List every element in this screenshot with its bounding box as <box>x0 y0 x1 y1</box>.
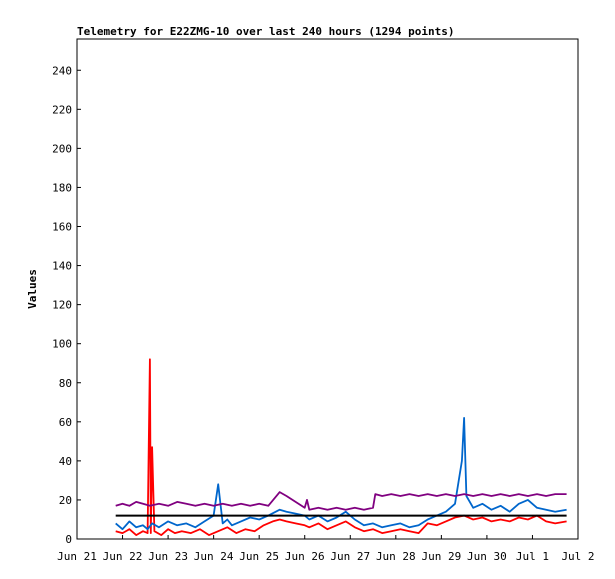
chart-title: Telemetry for E22ZMG-10 over last 240 ho… <box>77 25 455 38</box>
x-tick-label: Jun 24 <box>194 550 234 563</box>
y-tick-label: 60 <box>59 416 72 429</box>
series-line-2 <box>115 416 567 531</box>
x-tick-label: Jul 1 <box>516 550 549 563</box>
x-tick-label: Jun 26 <box>285 550 325 563</box>
series-layer <box>115 358 567 536</box>
x-tick-label: Jun 30 <box>467 550 507 563</box>
y-tick-label: 100 <box>52 338 72 351</box>
y-tick-label: 240 <box>52 64 72 77</box>
x-tick-label: Jun 27 <box>330 550 370 563</box>
series-line-1 <box>115 358 567 536</box>
y-tick-label: 160 <box>52 221 72 234</box>
y-tick-label: 120 <box>52 299 72 312</box>
x-tick-label: Jun 23 <box>148 550 188 563</box>
y-tick-label: 80 <box>59 377 72 390</box>
y-axis-label: Values <box>26 269 39 309</box>
y-tick-label: 20 <box>59 494 72 507</box>
y-tick-label: 180 <box>52 181 72 194</box>
y-tick-label: 140 <box>52 260 72 273</box>
y-tick-label: 220 <box>52 103 72 116</box>
plot-frame <box>76 38 579 540</box>
x-tick-label: Jul 2 <box>561 550 594 563</box>
y-tick-label: 200 <box>52 142 72 155</box>
x-tick-label: Jun 28 <box>376 550 416 563</box>
x-tick-label: Jun 22 <box>103 550 143 563</box>
y-tick-label: 0 <box>65 533 72 546</box>
x-axis-ticks: Jun 21 Jun 22 Jun 23 Jun 24 Jun 25 Jun 26 Jun … <box>57 535 595 563</box>
y-axis-ticks: 0 20 40 60 80 100 120 140 160 180 200 220 240 <box>52 64 81 546</box>
x-tick-label: Jun 21 <box>57 550 97 563</box>
series-line-4 <box>115 491 567 511</box>
x-tick-label: Jun 29 <box>421 550 461 563</box>
y-tick-label: 40 <box>59 455 72 468</box>
x-tick-label: Jun 25 <box>239 550 279 563</box>
